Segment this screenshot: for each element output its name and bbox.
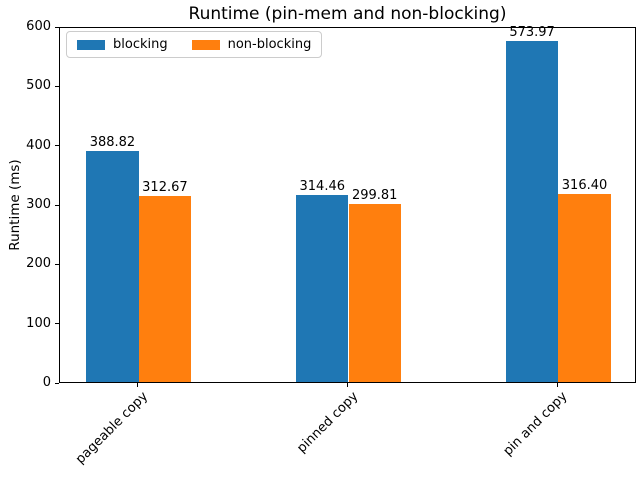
- bar-value-label: 314.46: [299, 179, 346, 195]
- plot-area: 388.82 314.46 573.97 312.67 299.81 316.40: [59, 25, 636, 383]
- x-tick-label: pinned copy: [294, 389, 362, 457]
- bar-blocking: [505, 41, 559, 382]
- y-tick-mark: [55, 323, 59, 325]
- bar-value-label: 388.82: [89, 135, 136, 151]
- y-tick-label: 100: [26, 315, 51, 331]
- y-tick-mark: [55, 85, 59, 87]
- chart-title: Runtime (pin-mem and non-blocking): [188, 4, 507, 24]
- y-tick-label: 500: [26, 78, 51, 94]
- legend-item-blocking: blocking: [77, 37, 168, 52]
- x-tick-mark: [347, 383, 348, 387]
- y-tick-label: 200: [26, 256, 51, 272]
- y-tick-label: 0: [42, 375, 51, 390]
- x-tick-label: pageable copy: [73, 389, 152, 468]
- bar-blocking: [86, 151, 139, 382]
- bar-non-blocking: [348, 204, 401, 382]
- bar-value-label: 312.67: [142, 180, 188, 196]
- y-tick-mark: [55, 263, 59, 265]
- y-tick-mark: [55, 382, 59, 384]
- bar-value-label: 316.40: [561, 178, 608, 194]
- bar-non-blocking: [558, 194, 611, 382]
- legend: blocking non-blocking: [66, 31, 323, 58]
- y-tick-mark: [55, 145, 59, 147]
- legend-item-non-blocking: non-blocking: [191, 37, 312, 52]
- y-tick-label: 400: [26, 137, 51, 153]
- legend-swatch-non-blocking: [191, 39, 220, 50]
- y-tick-label: 600: [26, 19, 51, 34]
- x-tick-label: pin and copy: [501, 389, 571, 459]
- bar-value-label: 573.97: [509, 25, 555, 41]
- legend-label: non-blocking: [227, 37, 312, 52]
- y-tick-label: 300: [26, 197, 51, 212]
- legend-label: blocking: [113, 37, 168, 52]
- legend-swatch-blocking: [77, 39, 105, 50]
- bar-blocking: [296, 195, 349, 382]
- y-tick-mark: [55, 204, 59, 206]
- x-tick-mark: [556, 383, 558, 387]
- bar-non-blocking: [138, 196, 192, 382]
- bar-value-label: 299.81: [351, 188, 398, 204]
- y-tick-mark: [55, 26, 59, 28]
- x-tick-mark: [137, 383, 139, 387]
